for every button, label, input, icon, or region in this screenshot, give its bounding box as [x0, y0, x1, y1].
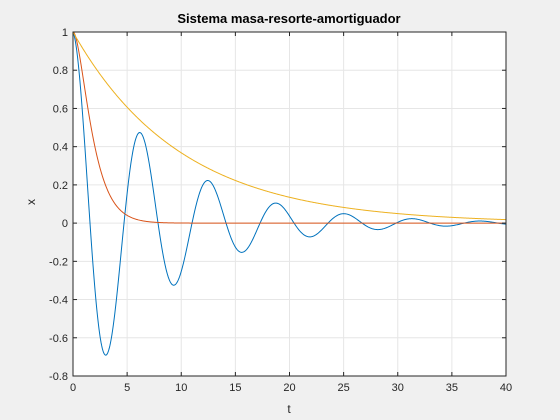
y-tick-label: 0.4 — [53, 142, 68, 154]
y-tick-label: -0.8 — [49, 371, 68, 383]
chart-title: Sistema masa-resorte-amortiguador — [177, 11, 400, 26]
x-tick-label: 35 — [446, 382, 458, 394]
x-tick-label: 25 — [338, 382, 350, 394]
x-tick-label: 0 — [70, 382, 76, 394]
y-tick-label: -0.6 — [49, 333, 68, 345]
x-tick-label: 20 — [283, 382, 295, 394]
y-tick-label: 0.6 — [53, 103, 68, 115]
x-tick-label: 10 — [175, 382, 187, 394]
tick-marks: 0 5 10 15 20 25 30 35 40 -0.8 -0.6 -0.4 -0.2 0 0.2 0.4 0… — [49, 27, 512, 394]
series-line-underdamped — [72, 31, 507, 356]
x-axis-label: t — [287, 402, 291, 416]
x-tick-label: 5 — [124, 382, 130, 394]
y-tick-label: -0.2 — [49, 256, 68, 268]
x-tick-label: 40 — [500, 382, 512, 394]
y-tick-label: 0 — [62, 218, 68, 230]
series-line-overdamped — [72, 31, 507, 221]
y-tick-label: 0.8 — [53, 65, 68, 77]
y-tick-label: 1 — [62, 27, 68, 39]
x-tick-label: 15 — [229, 382, 241, 394]
y-tick-label: -0.4 — [49, 295, 68, 307]
y-tick-label: 0.2 — [53, 180, 68, 192]
series-lines — [72, 31, 507, 356]
series-line-critical — [72, 31, 506, 224]
x-tick-label: 30 — [392, 382, 404, 394]
y-axis-label: x — [24, 199, 38, 205]
